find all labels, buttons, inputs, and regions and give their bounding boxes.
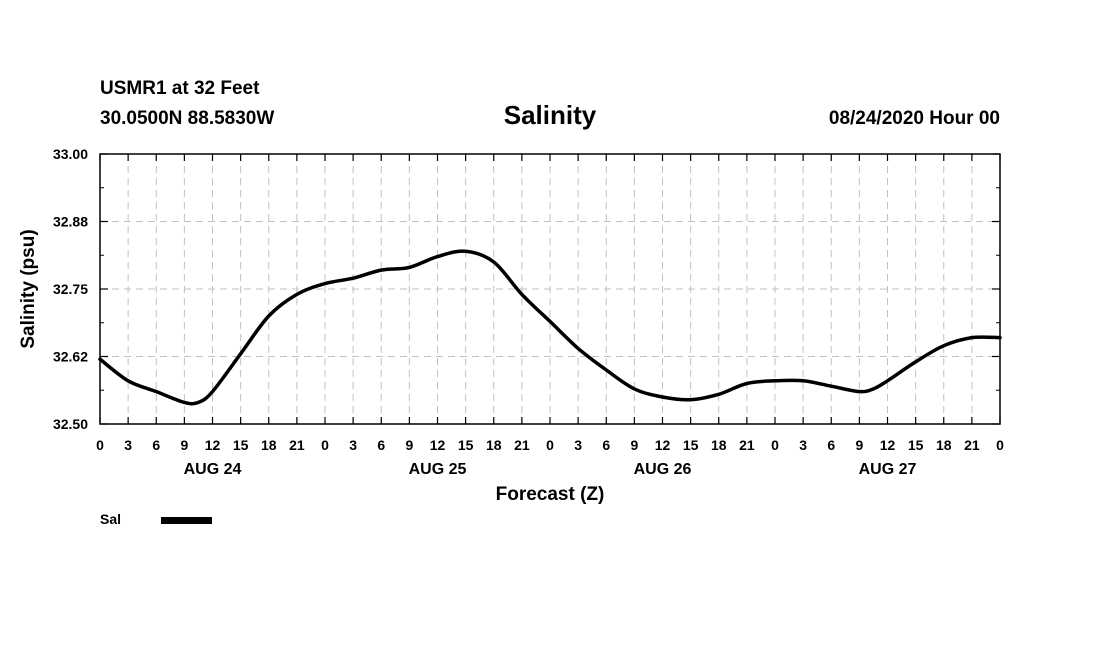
day-label: AUG 24 xyxy=(184,461,242,478)
station-label: USMR1 at 32 Feet xyxy=(100,78,260,99)
x-tick-label: 9 xyxy=(180,437,188,453)
x-tick-label: 21 xyxy=(739,437,755,453)
x-tick-label: 3 xyxy=(799,437,807,453)
x-axis-title: Forecast (Z) xyxy=(496,484,605,505)
x-tick-label: 21 xyxy=(514,437,530,453)
plot-frame xyxy=(99,153,1001,425)
x-tick-labels: 0 3 6 9 12 15 18 21 0 3 6 9 12 15 18 21 0 3 6 9 12 15 18 21 0 3 6 9… xyxy=(96,437,1004,453)
grid-lines xyxy=(100,154,1000,424)
y-tick-label: 33.00 xyxy=(53,146,88,162)
y-axis-title: Salinity (psu) xyxy=(18,229,39,348)
x-tick-label: 12 xyxy=(655,437,671,453)
x-tick-label: 3 xyxy=(349,437,357,453)
x-tick-label: 15 xyxy=(458,437,474,453)
station-coordinates: 30.0500N 88.5830W xyxy=(100,108,274,129)
x-tick-label: 12 xyxy=(205,437,221,453)
x-tick-label: 21 xyxy=(289,437,305,453)
legend-label: Sal xyxy=(100,511,121,527)
x-tick-label: 18 xyxy=(711,437,727,453)
x-tick-label: 18 xyxy=(936,437,952,453)
x-tick-label: 6 xyxy=(152,437,160,453)
x-tick-label: 0 xyxy=(996,437,1004,453)
legend: Sal xyxy=(100,511,212,527)
x-tick-label: 18 xyxy=(261,437,277,453)
x-tick-label: 3 xyxy=(574,437,582,453)
x-tick-label: 6 xyxy=(602,437,610,453)
y-tick-labels: 33.00 32.88 32.75 32.62 32.50 xyxy=(53,146,88,432)
y-tick-label: 32.88 xyxy=(53,214,88,230)
day-label: AUG 26 xyxy=(634,461,692,478)
x-tick-label: 0 xyxy=(321,437,329,453)
salinity-series-line xyxy=(98,249,1002,406)
y-tick-label: 32.62 xyxy=(53,349,88,365)
y-tick-label: 32.75 xyxy=(53,281,88,297)
x-tick-label: 0 xyxy=(96,437,104,453)
x-tick-label: 3 xyxy=(124,437,132,453)
x-tick-label: 6 xyxy=(377,437,385,453)
x-tick-label: 12 xyxy=(880,437,896,453)
x-tick-label: 12 xyxy=(430,437,446,453)
x-tick-label: 15 xyxy=(683,437,699,453)
x-tick-label: 15 xyxy=(233,437,249,453)
chart-title: Salinity xyxy=(504,100,597,130)
legend-swatch xyxy=(161,517,212,524)
x-tick-label: 15 xyxy=(908,437,924,453)
day-labels: AUG 24 AUG 25 AUG 26 AUG 27 xyxy=(184,461,917,478)
x-tick-label: 6 xyxy=(827,437,835,453)
x-tick-label: 9 xyxy=(630,437,638,453)
x-tick-label: 0 xyxy=(771,437,779,453)
x-tick-label: 0 xyxy=(546,437,554,453)
x-tick-label: 9 xyxy=(405,437,413,453)
x-tick-label: 18 xyxy=(486,437,502,453)
forecast-datetime: 08/24/2020 Hour 00 xyxy=(829,108,1000,129)
day-label: AUG 27 xyxy=(859,461,917,478)
day-label: AUG 25 xyxy=(409,461,467,478)
x-tick-label: 9 xyxy=(855,437,863,453)
x-tick-label: 21 xyxy=(964,437,980,453)
y-tick-label: 32.50 xyxy=(53,416,88,432)
